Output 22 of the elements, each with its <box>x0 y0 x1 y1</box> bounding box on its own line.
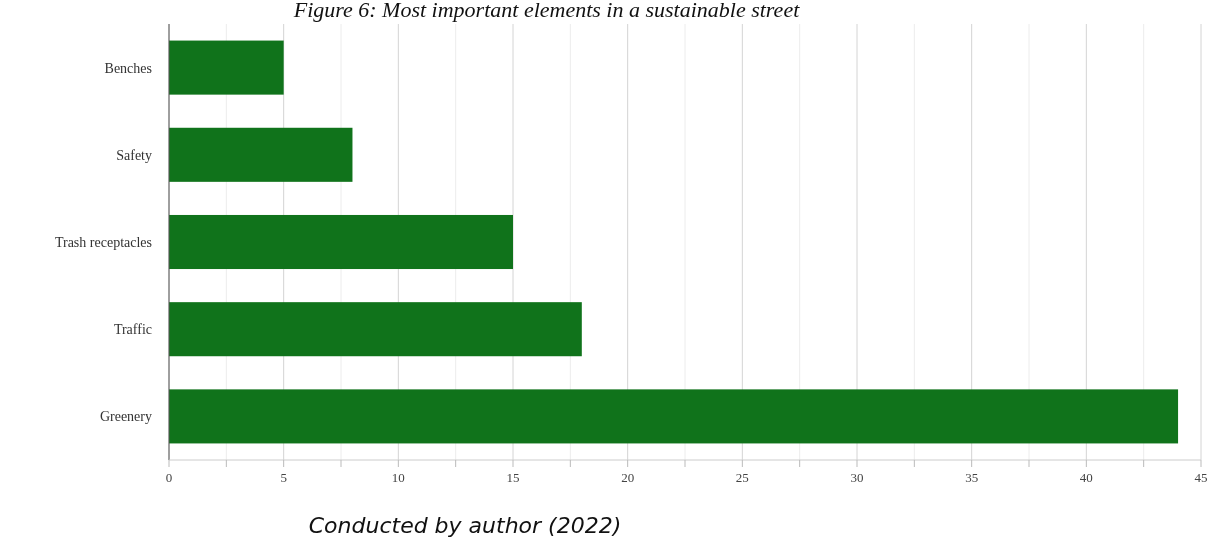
bar <box>169 302 582 357</box>
x-tick-label: 15 <box>506 470 520 485</box>
bar <box>169 40 284 95</box>
chart-title: Figure 6: Most important elements in a sustainable street <box>292 0 801 22</box>
x-tick-label: 10 <box>391 470 405 485</box>
bar <box>169 127 353 182</box>
bar <box>169 214 513 270</box>
x-tick-label: 35 <box>965 470 979 485</box>
bar <box>169 389 1179 444</box>
x-tick-label: 30 <box>850 470 864 485</box>
y-tick-label: Greenery <box>99 409 152 425</box>
x-tick-label: 0 <box>165 470 173 485</box>
x-tick-label: 45 <box>1194 470 1208 485</box>
x-tick-label: 5 <box>280 470 287 485</box>
x-tick-label: 20 <box>621 470 635 485</box>
y-tick-label: Safety <box>116 147 152 163</box>
y-tick-label: Benches <box>104 60 152 76</box>
y-tick-label: Traffic <box>113 322 152 338</box>
y-tick-label: Trash receptacles <box>54 234 152 250</box>
x-tick-label: 25 <box>735 470 749 485</box>
text: Conducted by author (2022) <box>308 513 622 538</box>
x-tick-label: 40 <box>1079 470 1093 485</box>
